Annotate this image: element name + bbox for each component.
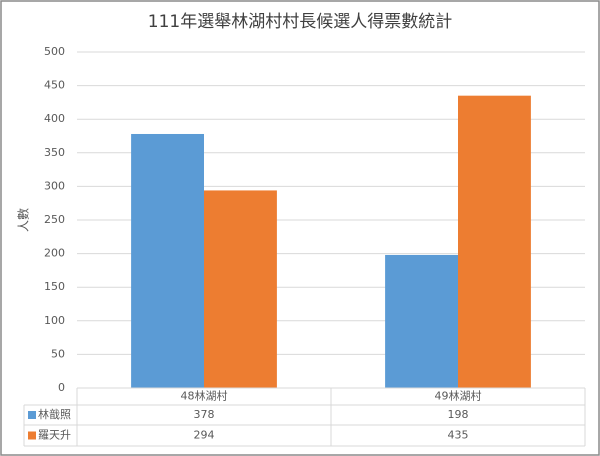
y-tick-label: 50 <box>51 347 65 360</box>
x-tick-label: 49林湖村 <box>435 389 482 403</box>
bar <box>204 190 277 388</box>
legend-swatch <box>28 411 36 419</box>
chart-title: 111年選舉林湖村村長候選人得票數統計 <box>148 12 452 32</box>
y-tick-label: 150 <box>44 280 65 293</box>
table-value: 198 <box>448 408 469 421</box>
y-tick-label: 500 <box>44 45 65 58</box>
legend-label: 羅天升 <box>38 429 71 442</box>
y-axis-label: 人數 <box>17 208 31 232</box>
y-tick-label: 300 <box>44 179 65 192</box>
table-value: 378 <box>194 408 215 421</box>
bar <box>385 254 458 388</box>
y-tick-label: 450 <box>44 79 65 92</box>
y-tick-label: 350 <box>44 146 65 159</box>
y-tick-label: 250 <box>44 213 65 226</box>
table-value: 294 <box>194 429 215 442</box>
bar <box>458 95 531 389</box>
legend-label: 林戠照 <box>38 407 71 421</box>
y-tick-label: 0 <box>58 381 65 394</box>
y-tick-label: 100 <box>44 314 65 327</box>
y-tick-label: 200 <box>44 247 65 260</box>
legend-swatch <box>28 431 36 440</box>
y-tick-label: 400 <box>44 112 65 125</box>
x-tick-label: 48林湖村 <box>181 389 228 403</box>
bar <box>131 133 204 388</box>
table-value: 435 <box>448 429 469 442</box>
